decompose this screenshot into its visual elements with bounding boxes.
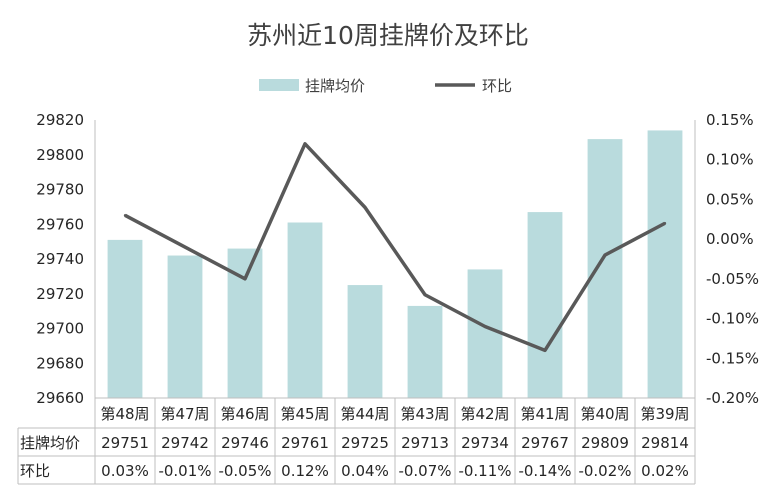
left-tick-label: 29760 [36,215,84,233]
table-cell: 29742 [161,434,209,452]
bar [347,285,383,398]
category-label: 第43周 [400,405,449,423]
table-cell: -0.11% [458,462,511,480]
table-cell: -0.07% [398,462,451,480]
category-label: 第40周 [580,405,629,423]
chart-title: 苏州近10周挂牌价及环比 [247,21,529,50]
line-series [123,142,667,353]
left-tick-label: 29820 [36,111,84,129]
category-label: 第48周 [100,405,149,423]
right-tick-label: 0.15% [706,111,754,129]
left-tick-label: 29740 [36,250,84,268]
left-axis-ticks: 29660 29680 29700 29720 29740 29760 29780 29800… [36,111,84,407]
table-cell: -0.01% [158,462,211,480]
table-row-label: 挂牌均价 [20,434,80,452]
legend-swatch-bar [259,79,299,91]
left-tick-label: 29720 [36,285,84,303]
table-cell: 0.04% [341,462,389,480]
right-tick-label: 0.05% [706,190,754,208]
bar [647,130,683,399]
table-cell: 29725 [341,434,389,452]
category-label: 第45周 [280,405,329,423]
right-tick-label: -0.20% [706,389,759,407]
bar-series [107,130,683,399]
table-cell: 29761 [281,434,329,452]
table-cell: 29814 [641,434,689,452]
line-point [363,206,367,209]
bar [587,139,623,399]
data-table: 第48周 第47周 第46周 第45周 第44周 第43周 第42周 第41周 第40周 第39周… [17,120,696,485]
line-point [303,142,307,146]
left-tick-label: 29780 [36,181,84,199]
line-point [183,245,187,249]
table-cell: 0.03% [101,462,149,480]
right-tick-label: -0.15% [706,349,759,367]
left-tick-label: 29680 [36,354,84,372]
table-cell: 29809 [581,434,629,452]
line-point [243,277,247,281]
line-point [483,325,487,328]
table-cell: 0.02% [641,462,689,480]
category-label: 第42周 [460,405,509,423]
table-cell: 29734 [461,434,509,452]
series-line [124,142,666,353]
legend-label-line: 环比 [482,77,512,95]
left-tick-label: 29700 [36,320,84,338]
bar [107,239,143,398]
table-cell: 0.12% [281,462,329,480]
right-tick-label: -0.05% [706,270,759,288]
category-label: 第47周 [160,405,209,423]
line-point [603,253,607,257]
line-point [123,214,127,217]
left-tick-label: 29800 [36,146,84,164]
table-cell: 29767 [521,434,569,452]
bar [167,255,203,398]
bar [287,222,323,398]
right-tick-label: -0.10% [706,310,759,328]
table-row-label: 环比 [20,462,50,480]
right-axis-ticks: -0.20% -0.15% -0.10% -0.05% 0.00% 0.05% 0.10% 0… [706,111,759,407]
line-point [423,293,427,296]
category-label: 第44周 [340,405,389,423]
table-cell: -0.05% [218,462,271,480]
table-cell: -0.02% [578,462,631,480]
right-tick-label: 0.10% [706,151,754,169]
bar [467,269,503,398]
category-label: 第41周 [520,405,569,423]
table-cell: 29713 [401,434,449,452]
line-point [543,349,547,352]
left-tick-label: 29660 [36,389,84,407]
category-label: 第39周 [640,405,689,423]
table-cell: 29746 [221,434,269,452]
legend: 挂牌均价 环比 [259,77,512,95]
line-point [663,222,667,225]
table-cell: -0.14% [518,462,571,480]
right-tick-label: 0.00% [706,230,754,248]
table-cell: 29751 [101,434,149,452]
bar [407,305,443,398]
legend-label-bar: 挂牌均价 [305,77,365,95]
bar [527,212,563,398]
category-label: 第46周 [220,405,269,423]
